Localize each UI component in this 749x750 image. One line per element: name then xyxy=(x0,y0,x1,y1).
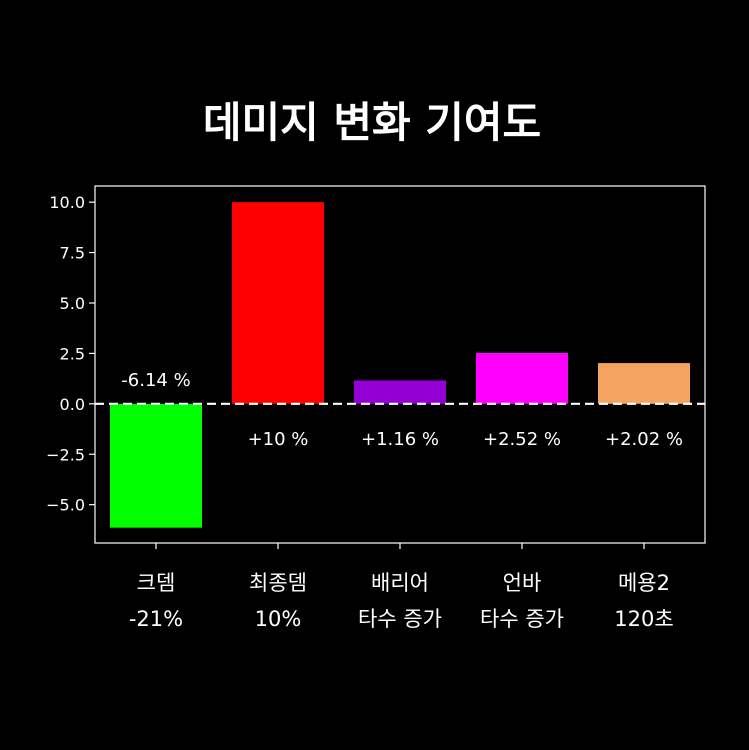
x-tick-label-1-1: 10% xyxy=(255,607,302,631)
y-tick-label-6: −5.0 xyxy=(46,496,85,515)
y-tick-label-5: −2.5 xyxy=(46,445,85,464)
x-tick-label-0-1: -21% xyxy=(129,607,183,631)
data-label-0: -6.14 % xyxy=(121,370,190,391)
bar-2 xyxy=(354,380,446,403)
x-tick-label-0-0: 크뎀 xyxy=(137,571,176,595)
x-tick-label-3-1: 타수 증가 xyxy=(480,607,564,631)
y-tick-label-3: 2.5 xyxy=(60,344,85,363)
y-tick-label-4: 0.0 xyxy=(60,395,85,414)
bar-1 xyxy=(232,202,324,404)
chart-title: 데미지 변화 기여도 xyxy=(203,98,541,147)
y-tick-label-1: 7.5 xyxy=(60,244,85,263)
bar-0 xyxy=(110,404,202,528)
data-label-2: +1.16 % xyxy=(361,429,439,450)
x-tick-label-4-1: 120초 xyxy=(614,607,673,631)
plot-area: 10.0 7.5 5.0 2.5 0.0 −2.5 −5.0 크뎀 -21% 최종뎀 10% 배리어타… xyxy=(46,186,705,631)
x-tick-label-3-0: 언바 xyxy=(503,571,542,595)
x-tick-label-1-0: 최종뎀 xyxy=(249,571,307,595)
data-label-4: +2.02 % xyxy=(605,429,683,450)
x-tick-label-2-0: 배리어 xyxy=(371,571,429,595)
y-tick-label-0: 10.0 xyxy=(49,193,85,212)
bar-4 xyxy=(598,363,690,404)
data-label-3: +2.52 % xyxy=(483,429,561,450)
x-tick-label-2-1: 타수 증가 xyxy=(358,607,442,631)
bar-3 xyxy=(476,353,568,404)
x-tick-label-4-0: 메용2 xyxy=(618,571,670,595)
y-tick-label-2: 5.0 xyxy=(60,294,85,313)
data-label-1: +10 % xyxy=(248,429,309,450)
